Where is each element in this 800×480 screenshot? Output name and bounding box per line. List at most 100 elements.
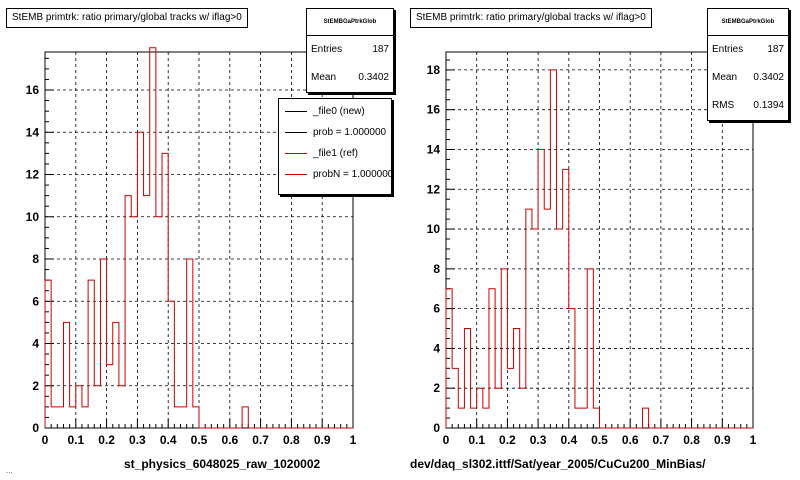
right-stats-rms-value: 0.1394 [753, 100, 784, 111]
left-histogram-bin [107, 365, 113, 428]
left-histogram-bin [113, 322, 119, 428]
right-histogram-bin [581, 408, 587, 428]
right-x-tick-label: 0.5 [591, 433, 608, 447]
right-x-tick-label: 0.7 [653, 433, 670, 447]
right-histogram-bin [495, 388, 501, 428]
left-x-tick-label: 0.8 [283, 433, 300, 447]
right-histogram-bin [563, 169, 569, 428]
left-x-tick-label: 1 [350, 433, 357, 447]
right-stats-mean-label: Mean [712, 72, 738, 83]
left-stats-box: StEMBGaPtrkGlob Entries 187 Mean 0.3402 [306, 8, 394, 93]
left-x-tick-label: 0.2 [98, 433, 115, 447]
left-histogram-bin [63, 322, 69, 428]
left-y-tick-label: 16 [26, 83, 40, 97]
right-histogram-bin [587, 269, 593, 428]
right-histogram-bin [458, 408, 464, 428]
legend-label-prob: prob = 1.000000 [313, 127, 387, 138]
left-histogram-bin [168, 301, 174, 428]
right-y-tick-label: 4 [433, 341, 440, 355]
right-x-tick-label: 0.9 [714, 433, 731, 447]
right-x-axis-title: dev/daq_sl302.ittf/Sat/year_2005/CuCu200… [410, 457, 706, 471]
right-stats-entries-row: Entries 187 [708, 36, 788, 64]
right-histogram-bin [452, 368, 458, 428]
right-y-tick-label: 16 [427, 103, 441, 117]
left-histogram-bin [100, 259, 106, 428]
right-histogram-bin [501, 269, 507, 428]
left-stats-mean-row: Mean 0.3402 [307, 64, 393, 92]
right-histogram-bin [575, 408, 581, 428]
left-histogram-bin [119, 386, 125, 428]
right-x-tick-label: 1 [750, 433, 757, 447]
left-x-tick-label: 0.1 [67, 433, 84, 447]
left-histogram-bin [82, 407, 88, 428]
right-stats-entries-label: Entries [712, 44, 744, 55]
legend-entry-file1: _file1 (ref) [279, 143, 391, 164]
right-x-tick-label: 0.6 [622, 433, 639, 447]
left-histogram-bin [51, 407, 57, 428]
left-histogram-bin [57, 407, 63, 428]
legend-label-probn: probN = 1.000000 [313, 169, 392, 180]
right-plot-title: StEMB primtrk: ratio primary/global trac… [410, 8, 652, 28]
left-stats-entries-row: Entries 187 [307, 36, 393, 64]
legend-line-prob [285, 132, 307, 133]
left-y-tick-label: 4 [32, 337, 39, 351]
right-x-tick-label: 0.2 [499, 433, 516, 447]
left-histogram-bin [70, 407, 76, 428]
left-histogram-bin [137, 132, 143, 428]
left-y-tick-label: 2 [32, 379, 39, 393]
right-histogram-bin [464, 329, 470, 428]
legend-line-file0 [285, 111, 307, 112]
left-y-tick-label: 6 [32, 294, 39, 308]
left-histogram-bin [162, 153, 168, 428]
left-x-tick-label: 0.7 [252, 433, 269, 447]
right-histogram-bin [477, 388, 483, 428]
legend-label-file1: _file1 (ref) [313, 148, 359, 159]
right-histogram-bin [569, 309, 575, 428]
legend-line-file1 [285, 153, 307, 154]
left-y-tick-label: 8 [32, 252, 39, 266]
legend-entry-file0: _file0 (new) [279, 101, 391, 122]
left-histogram-bin [88, 280, 94, 428]
right-histogram-line [445, 69, 753, 429]
left-x-tick-label: 0.5 [191, 433, 208, 447]
left-histogram-bin [156, 217, 162, 428]
left-stats-entries-label: Entries [311, 44, 343, 55]
right-histogram-bin [544, 209, 550, 428]
right-histogram-bin [489, 289, 495, 428]
legend-label-file0: _file0 (new) [313, 106, 365, 117]
right-y-tick-label: 18 [427, 63, 441, 77]
left-x-tick-label: 0.3 [129, 433, 146, 447]
left-legend: _file0 (new) prob = 1.000000 _file1 (ref… [278, 98, 392, 195]
left-y-tick-label: 10 [26, 210, 40, 224]
left-histogram-bin [150, 48, 156, 428]
right-histogram-bin [538, 149, 544, 428]
right-y-tick-label: 8 [433, 262, 440, 276]
left-stats-mean-value: 0.3402 [358, 72, 389, 83]
right-x-tick-label: 0.8 [683, 433, 700, 447]
right-x-tick-label: 0 [443, 433, 450, 447]
left-y-tick-label: 0 [32, 421, 39, 435]
right-stats-rms-row: RMS 0.1394 [708, 92, 788, 120]
left-plot-group: 0 0.1 0.2 0.3 0.4 0.5 0.6 0.7 0.8 0.9 102468101214… [26, 47, 357, 447]
right-histogram-bin [483, 408, 489, 428]
left-histogram-bin [131, 217, 137, 428]
right-histogram-bin [557, 229, 563, 428]
right-histogram-bin [471, 408, 477, 428]
right-y-tick-label: 0 [433, 421, 440, 435]
left-histogram-bin [144, 196, 150, 428]
right-histogram-bin [446, 289, 452, 428]
right-plot-group: 0 0.1 0.2 0.3 0.4 0.5 0.6 0.7 0.8 0.9 102468101214… [427, 51, 757, 447]
left-histogram-bin [187, 259, 193, 428]
right-y-tick-label: 2 [433, 381, 440, 395]
right-stats-entries-value: 187 [767, 44, 784, 55]
left-histogram-bin [76, 386, 82, 428]
left-stats-mean-label: Mean [311, 72, 337, 83]
right-histogram-bin [642, 408, 648, 428]
left-histogram-bin [174, 407, 180, 428]
left-histogram-bin [242, 407, 248, 428]
left-histogram-bin [45, 280, 51, 428]
right-y-tick-label: 10 [427, 222, 441, 236]
right-histogram-bin [514, 329, 520, 428]
left-y-tick-label: 12 [26, 168, 40, 182]
